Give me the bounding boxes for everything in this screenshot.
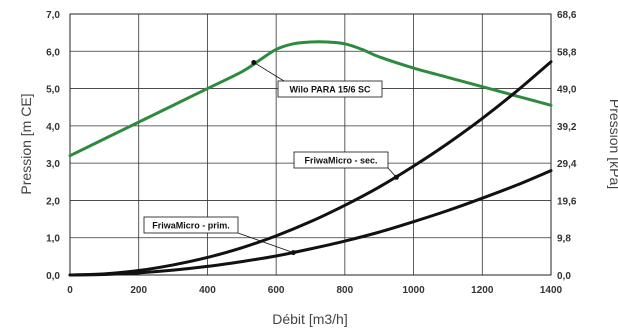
y-tick-label-right: 9,8 [557,234,571,245]
x-tick-label: 400 [199,285,216,296]
y-tick-label-left: 6,0 [46,47,60,58]
callout-label: Wilo PARA 15/6 SC [290,85,371,95]
series-layer [68,40,553,277]
x-tick-label: 1000 [402,285,425,296]
y-tick-label-right: 39,2 [557,122,577,133]
callout-point [393,174,399,180]
callout-friwamicro-prim: FriwaMicro - prim. [143,216,296,256]
x-tick-label: 600 [268,285,285,296]
callout-label: FriwaMicro - prim. [152,221,230,231]
callout-point [251,59,257,65]
x-tick-label: 1400 [540,285,563,296]
x-tick-label: 200 [130,285,147,296]
y-axis-title-right: Pression [kPa] [607,99,618,189]
y-tick-label-right: 68,6 [557,10,577,21]
y-tick-label-left: 1,0 [46,234,60,245]
callout-wilo: Wilo PARA 15/6 SC [251,59,383,98]
callouts-layer: Wilo PARA 15/6 SC FriwaMicro - sec. FriwaM… [143,59,399,256]
series-friwamicro-prim [68,169,553,277]
y-tick-label-right: 19,6 [557,196,577,207]
y-tick-label-left: 3,0 [46,159,60,170]
x-tick-label: 0 [67,285,73,296]
y-tick-label-left: 7,0 [46,10,60,21]
x-tick-label: 800 [337,285,354,296]
plot-area [69,13,552,276]
series-friwamicro-sec [68,60,553,277]
ticks-layer: 0 200 400 600 800 1000 1200 1400 0,0 0,0 1,0 9,8 2,0… [46,10,577,296]
y-tick-label-left: 2,0 [46,196,60,207]
callout-box [143,216,239,234]
callout-point [290,250,296,256]
callout-label: FriwaMicro - sec. [304,156,377,166]
x-tick-label: 1200 [471,285,494,296]
callout-leader-line [253,62,285,82]
y-tick-label-left: 4,0 [46,122,60,133]
y-tick-label-right: 29,4 [557,159,577,170]
callout-leader-line [237,232,294,254]
x-axis-title: Débit [m3/h] [272,311,347,327]
callout-box [293,151,389,169]
y-tick-label-left: 5,0 [46,85,60,96]
y-tick-label-right: 0,0 [557,271,571,282]
series-wilo-pump-curve [68,40,553,158]
y-tick-label-right: 49,0 [557,85,577,96]
y-tick-label-right: 58,8 [557,47,577,58]
callout-box [277,80,383,98]
y-tick-label-left: 0,0 [46,271,60,282]
callout-friwamicro-sec: FriwaMicro - sec. [293,151,399,180]
y-axis-title-left: Pression [m CE] [18,93,34,194]
